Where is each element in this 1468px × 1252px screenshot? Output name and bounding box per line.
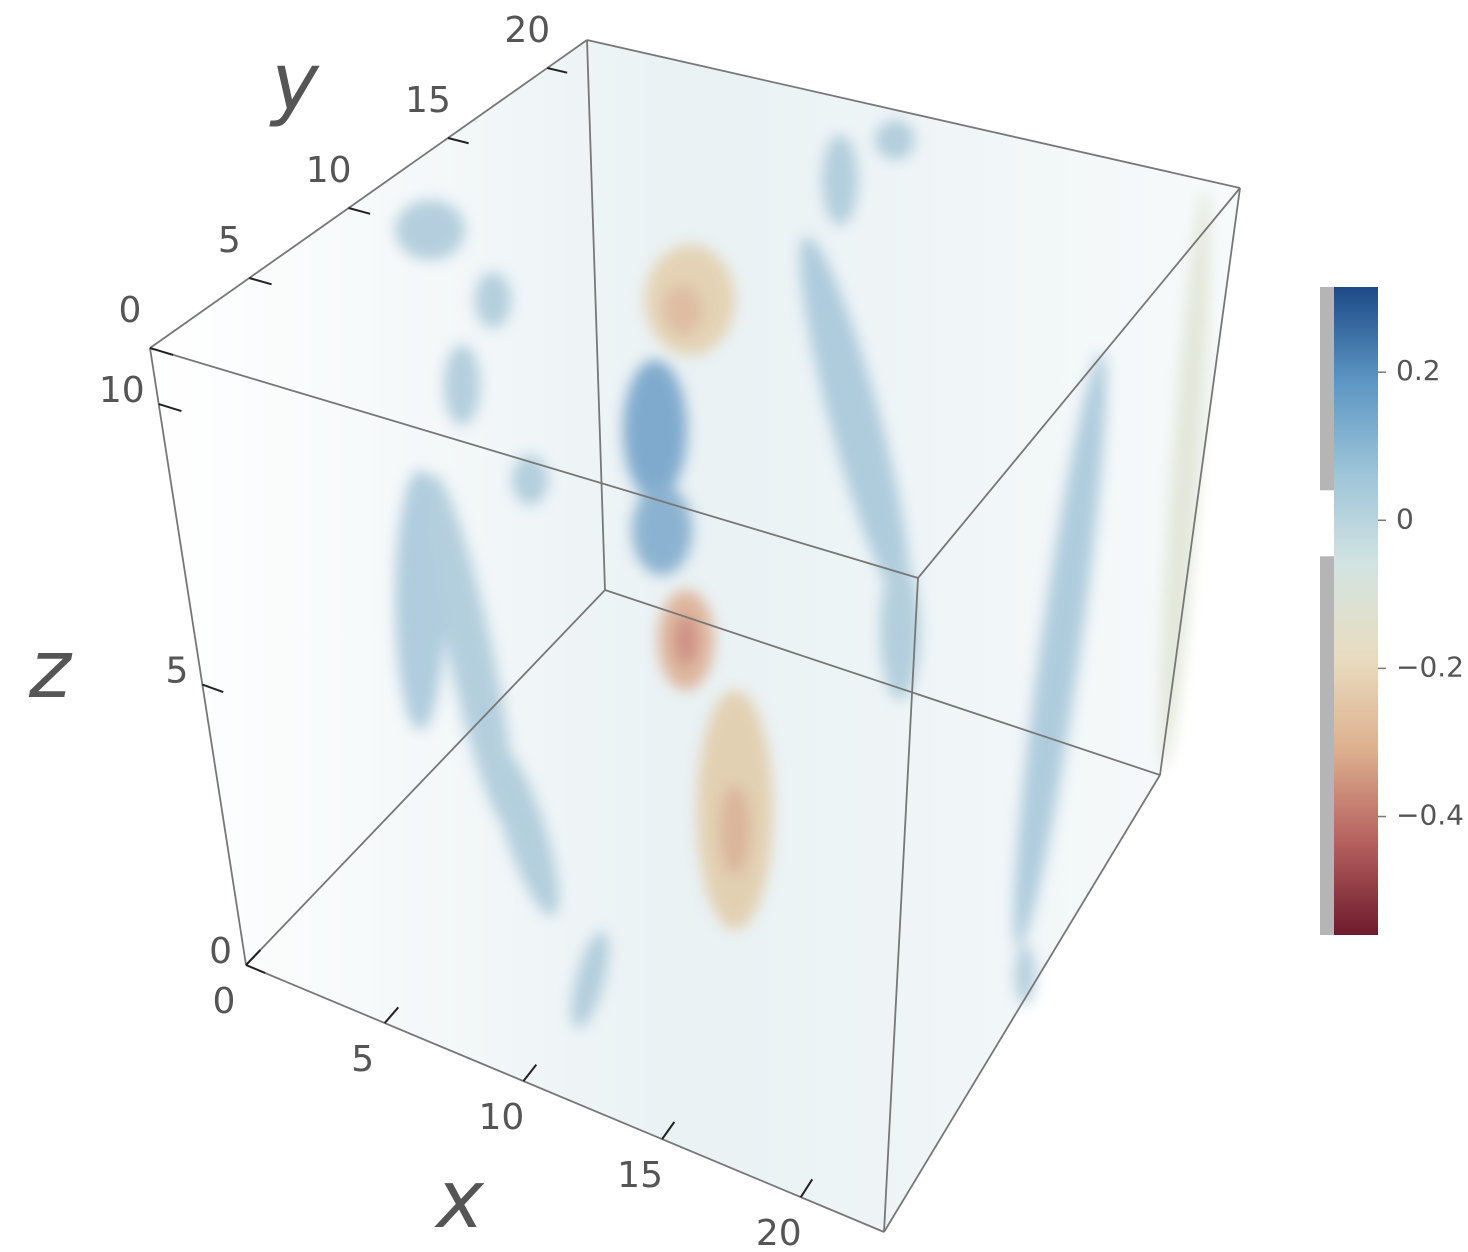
x-axis-label: x	[433, 1153, 485, 1246]
z-tick-label: 10	[99, 370, 145, 411]
colorbar-tick-label: −0.2	[1396, 650, 1464, 683]
x-tick-label: 0	[213, 981, 236, 1022]
colorbar	[1334, 287, 1378, 935]
z-axis-label: z	[28, 623, 73, 716]
y-tick-label: 15	[405, 80, 451, 121]
colorbar-tick-label: 0.2	[1396, 354, 1441, 387]
z-tick-label: 0	[209, 931, 232, 972]
colorbar-tick-label: 0	[1396, 502, 1414, 535]
y-axis-label: y	[269, 36, 320, 129]
y-tick-label: 0	[119, 290, 142, 331]
y-tick-label: 5	[218, 220, 241, 261]
x-tick-label: 20	[756, 1213, 802, 1252]
x-tick-label: 10	[478, 1097, 524, 1138]
x-tick-label: 15	[617, 1155, 663, 1196]
y-tick-label: 10	[306, 150, 352, 191]
colorbar-opacity-strip	[1320, 287, 1334, 935]
colorbar-opacity-gap	[1320, 490, 1334, 556]
x-tick-label: 5	[351, 1039, 374, 1080]
z-tick-label: 5	[165, 651, 188, 692]
colorbar-tick-label: −0.4	[1396, 799, 1464, 832]
y-tick-label: 20	[504, 10, 550, 51]
chart: 0 5 10 15 20 0 5 10 15 20 0 5 10 x y z 0.2 0 −0.2 −0.4	[0, 0, 1468, 1252]
